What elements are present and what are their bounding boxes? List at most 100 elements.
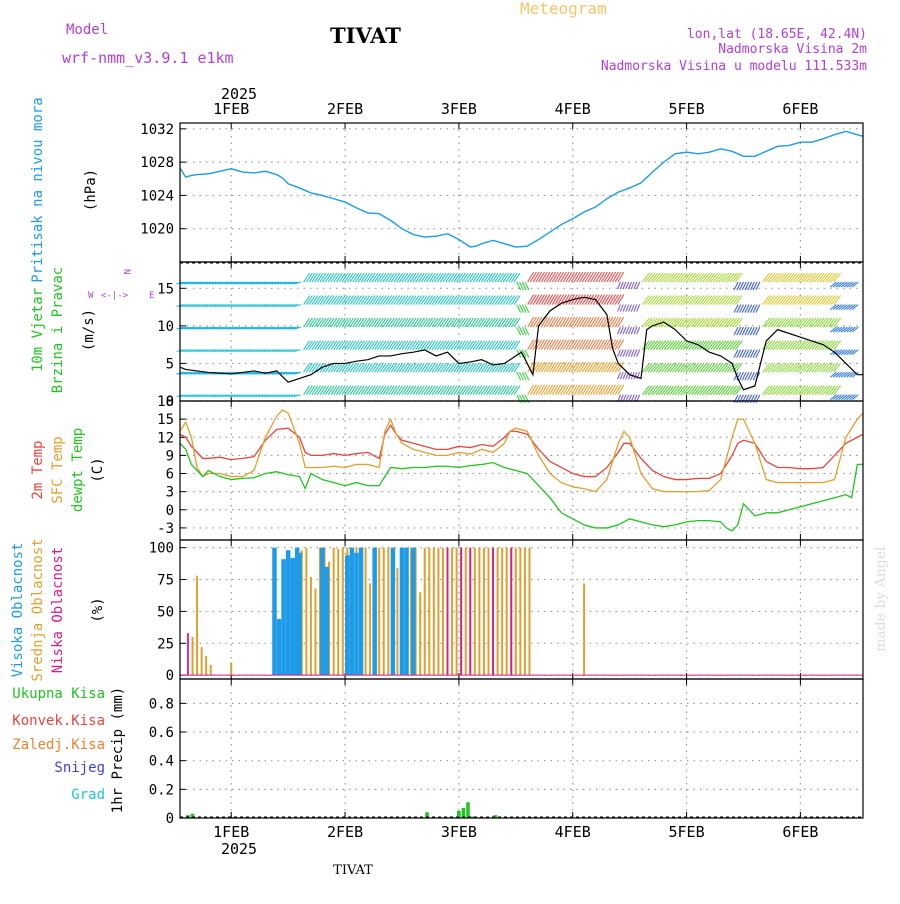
wind-barb	[579, 339, 587, 350]
wind-barb	[404, 340, 412, 350]
wind-barb	[723, 272, 732, 283]
wind-barb	[674, 295, 683, 305]
wind-barb	[189, 349, 198, 353]
pressure-line	[179, 130, 864, 248]
wind-barb	[674, 272, 683, 283]
wind-barb	[371, 340, 379, 350]
wind-barb	[291, 394, 299, 398]
wind-barb	[217, 304, 225, 308]
wind-barb	[559, 384, 567, 396]
wind-barb	[491, 340, 499, 350]
wind-barb	[775, 362, 784, 373]
wind-barb	[816, 272, 825, 283]
svg-text:W: W	[88, 291, 94, 301]
mid-cloud-bar	[309, 576, 312, 676]
wind-barb	[288, 394, 296, 398]
credit-text: made by Angel	[873, 546, 889, 652]
wind-barb	[747, 326, 753, 336]
wind-barb	[682, 385, 691, 396]
wind-barb	[762, 385, 771, 396]
wind-barb	[423, 340, 431, 350]
wind-barb	[314, 317, 322, 328]
wind-barb	[344, 317, 352, 328]
wind-barb	[288, 326, 296, 330]
wind-barb	[559, 361, 567, 373]
wind-barb	[461, 385, 469, 396]
wind-barb	[385, 385, 393, 396]
wind-barb	[491, 317, 499, 328]
wind-barb	[349, 317, 357, 328]
wind-barb	[712, 272, 721, 283]
wind-barb	[715, 317, 724, 328]
wind-barb	[508, 272, 515, 283]
wind-barb	[764, 295, 773, 305]
wind-barb	[346, 385, 354, 396]
wind-barb	[576, 271, 584, 283]
high-cloud-bar	[297, 552, 302, 676]
wind-barb	[316, 385, 324, 396]
wind-barb	[252, 326, 261, 330]
wind-barb	[214, 349, 222, 353]
wind-barb	[704, 272, 713, 283]
wind-barb	[524, 349, 530, 358]
wind-barb	[335, 295, 343, 305]
wind-barb	[733, 326, 739, 336]
wind-barb	[691, 340, 700, 350]
wind-barb	[587, 339, 595, 350]
wind-barb	[540, 271, 548, 283]
wind-barb	[255, 304, 263, 308]
wind-barb	[570, 339, 578, 350]
wind-barb	[200, 281, 209, 285]
wind-barb	[611, 339, 619, 350]
wind-barb	[794, 385, 803, 396]
wind-barb	[409, 340, 417, 350]
wind-barb	[691, 385, 700, 396]
wind-barb	[494, 362, 502, 373]
wind-barb	[371, 317, 379, 328]
wind-barb	[680, 317, 689, 328]
wind-barb	[680, 362, 689, 373]
wind-barb	[319, 340, 327, 350]
wind-barb	[426, 385, 434, 396]
wind-barb	[209, 326, 217, 330]
wind-barb	[606, 361, 614, 373]
wind-barb	[598, 339, 606, 350]
wind-barb	[518, 281, 524, 291]
wind-barb	[280, 371, 288, 375]
mid-cloud-bar	[332, 547, 335, 676]
wind-barb	[778, 385, 787, 396]
wind-barb	[222, 304, 231, 308]
wind-barb	[266, 349, 274, 353]
wind-barb	[650, 385, 659, 396]
wind-barb	[797, 385, 806, 396]
wind-barb	[744, 326, 750, 336]
wind-barb	[617, 281, 622, 290]
wind-direction-key: W E <-|-> N	[88, 269, 154, 301]
wind-barb	[327, 272, 335, 283]
wind-barb	[288, 304, 296, 308]
wind-barb	[527, 384, 535, 396]
wind-barb	[338, 362, 346, 373]
wind-barb	[431, 272, 439, 283]
wind-barb	[508, 340, 515, 350]
wind-barb	[762, 340, 771, 350]
wind-barb	[590, 339, 597, 350]
wind-barb	[712, 317, 721, 328]
wind-barb	[349, 385, 357, 396]
wind-barb	[747, 349, 753, 358]
wind-barb	[726, 385, 735, 396]
wind-barb	[674, 317, 683, 328]
wind-barb	[211, 326, 220, 330]
wind-barb	[363, 272, 371, 283]
mid-cloud-bar	[478, 547, 481, 676]
wind-barb	[614, 316, 622, 328]
wind-barb	[349, 362, 357, 373]
wind-barb	[406, 295, 414, 305]
wind-barb	[368, 340, 376, 350]
wind-barb	[532, 384, 540, 396]
wind-barb	[401, 385, 409, 396]
wind-barb	[483, 362, 491, 373]
wind-barb	[570, 384, 578, 396]
wind-barb	[805, 317, 814, 328]
wind-barb	[557, 384, 565, 396]
